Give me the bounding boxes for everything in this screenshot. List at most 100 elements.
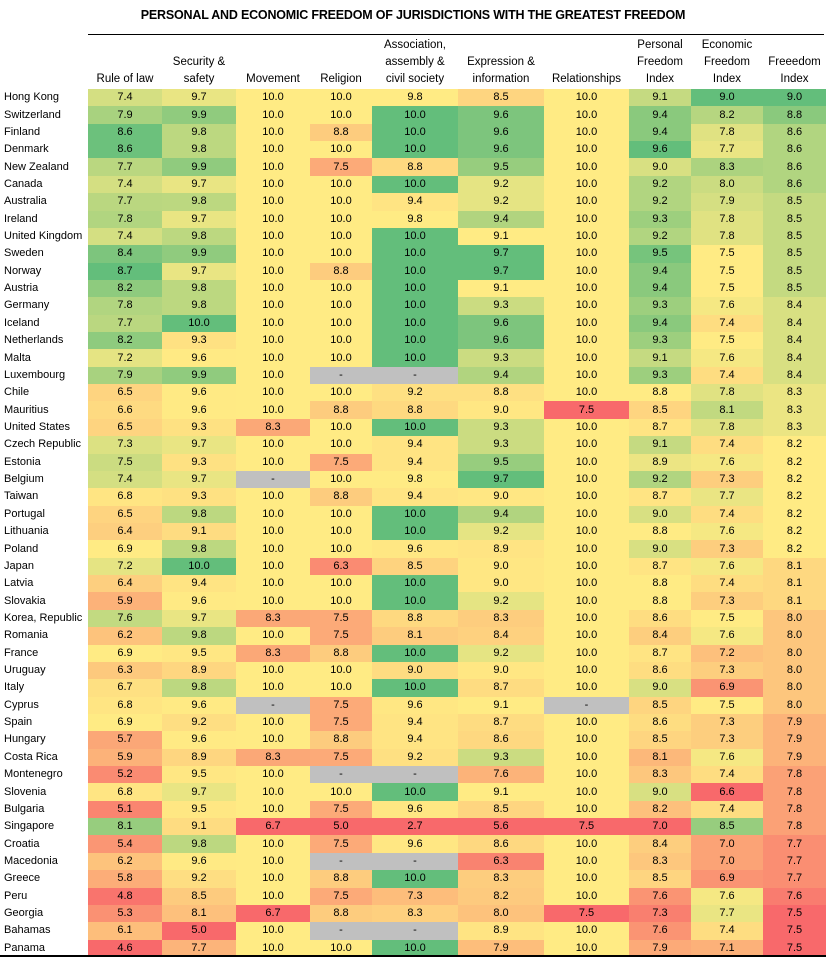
heatmap-cell: 10.0 [310, 540, 372, 558]
heatmap-cell: 9.6 [162, 384, 236, 402]
heatmap-cell: 8.3 [236, 418, 310, 437]
heatmap-cell: 7.5 [310, 800, 372, 819]
heatmap-cell: 8.5 [763, 227, 826, 246]
heatmap-cell: 9.0 [458, 401, 544, 419]
heatmap-cell: 7.6 [88, 609, 162, 628]
table-row: Luxembourg 7.9 9.9 10.0- -9.4 10.0 9.3 7.4 8.4 [0, 366, 826, 385]
heatmap-cell: 7.7 [691, 904, 763, 923]
heatmap-cell: 6.4 [88, 575, 162, 593]
heatmap-cell: 6.6 [88, 401, 162, 419]
heatmap-cell: 9.7 [162, 436, 236, 454]
heatmap-cell: 8.1 [763, 557, 826, 576]
heatmap-cell: 7.5 [691, 696, 763, 714]
heatmap-cell: 10.0 [236, 939, 310, 957]
heatmap-cell: 7.5 [310, 627, 372, 645]
heatmap-cell: 8.6 [458, 835, 544, 853]
heatmap-cell: 10.0 [310, 783, 372, 801]
heatmap-cell: 8.9 [629, 453, 691, 471]
heatmap-cell: 7.4 [691, 575, 763, 593]
heatmap-cell: 10.0 [544, 870, 629, 888]
heatmap-cell: 10.0 [310, 175, 372, 194]
heatmap-cell: 10.0 [236, 262, 310, 280]
heatmap-cell: 9.9 [162, 366, 236, 385]
heatmap-cell: 8.8 [629, 522, 691, 541]
heatmap-cell: 10.0 [310, 89, 372, 107]
heatmap-cell: 9.6 [372, 696, 458, 714]
heatmap-cell: 7.3 [691, 470, 763, 489]
heatmap-cell: 9.3 [629, 210, 691, 228]
heatmap-cell: 10.0 [544, 193, 629, 211]
heatmap-cell: - [236, 696, 310, 714]
heatmap-cell: 10.0 [544, 227, 629, 246]
heatmap-cell: 9.1 [162, 522, 236, 541]
heatmap-cell: 8.5 [691, 818, 763, 836]
heatmap-cell: - [236, 470, 310, 489]
heatmap-cell: 10.0 [544, 245, 629, 263]
heatmap-cell: 10.0 [544, 106, 629, 124]
heatmap-cell: 9.6 [458, 106, 544, 124]
heatmap-cell: 8.4 [763, 314, 826, 333]
table-row: Taiwan 6.8 9.3 10.0 8.8 9.4 9.0 10.0 8.7 7.7 8.2 [0, 488, 826, 506]
heatmap-cell: 10.0 [544, 939, 629, 957]
country-name: Greece [0, 870, 88, 888]
heatmap-cell: 9.0 [629, 158, 691, 176]
heatmap-cell: 10.0 [544, 661, 629, 680]
column-header-expression: Expression & information [467, 56, 535, 85]
heatmap-cell: 10.0 [310, 939, 372, 957]
heatmap-cell: 9.0 [691, 89, 763, 107]
heatmap-cell: 8.8 [629, 384, 691, 402]
heatmap-cell: 10.0 [236, 297, 310, 315]
table-row: Slovenia 6.8 9.7 10.0 10.0 10.0 9.1 10.0 9.0 6.6 7… [0, 783, 826, 801]
table-row: Spain 6.9 9.2 10.0 7.5 9.4 8.7 10.0 8.6 7.3 7.9 [0, 713, 826, 732]
heatmap-cell: 6.9 [88, 644, 162, 662]
country-name: Romania [0, 627, 88, 645]
column-header-rule-of-law: Rule of law [96, 73, 154, 85]
table-row: Macedonia 6.2 9.6 10.0- -6.3 10.0 8.3 7.0 7.7 [0, 852, 826, 871]
heatmap-cell: 10.0 [310, 245, 372, 263]
heatmap-cell: 10.0 [372, 870, 458, 888]
heatmap-cell: 6.8 [88, 696, 162, 714]
column-header-religion: Religion [320, 73, 362, 85]
heatmap-cell: 10.0 [372, 314, 458, 333]
heatmap-cell: 10.0 [544, 470, 629, 489]
heatmap-cell: 9.8 [162, 141, 236, 159]
heatmap-cell: 9.6 [162, 349, 236, 367]
table-row: Malta 7.2 9.6 10.0 10.0 10.0 9.3 10.0 9.1 7.6 8.4 [0, 349, 826, 367]
table-row: Hungary 5.7 9.6 10.0 8.8 9.4 8.6 10.0 8.5 7.3 7.9 [0, 731, 826, 749]
heatmap-cell: 7.3 [691, 713, 763, 732]
country-name: France [0, 644, 88, 662]
heatmap-cell: 9.3 [629, 366, 691, 385]
heatmap-cell: 10.0 [372, 245, 458, 263]
heatmap-cell: 8.6 [763, 175, 826, 194]
heatmap-cell: 9.8 [162, 679, 236, 697]
heatmap-cell: 8.2 [763, 522, 826, 541]
heatmap-cell: 10.0 [310, 297, 372, 315]
heatmap-cell: 6.8 [88, 488, 162, 506]
heatmap-cell: 9.4 [458, 366, 544, 385]
country-name: Korea, Republic [0, 609, 88, 628]
heatmap-cell: 10.0 [544, 297, 629, 315]
heatmap-cell: - [372, 922, 458, 940]
heatmap-cell: 8.3 [763, 384, 826, 402]
heatmap-cell: 7.6 [458, 766, 544, 784]
country-name: Latvia [0, 575, 88, 593]
heatmap-cell: 7.6 [691, 522, 763, 541]
heatmap-cell: 10.0 [372, 939, 458, 957]
heatmap-cell: 10.0 [372, 332, 458, 350]
heatmap-cell: 7.6 [691, 748, 763, 767]
heatmap-cell: 10.0 [236, 436, 310, 454]
column-header-economic-freedom-index: Economic Freedom Index [701, 39, 753, 85]
heatmap-cell: 10.0 [310, 141, 372, 159]
heatmap-cell: 8.2 [88, 332, 162, 350]
table-row: Mauritius 6.6 9.6 10.0 8.8 8.8 9.0 7.5 8.5 8.1 8.3 [0, 401, 826, 419]
table-row: Greece 5.8 9.2 10.0 8.8 10.0 8.3 10.0 8.5 6.9 7.7 [0, 870, 826, 888]
heatmap-cell: 10.0 [544, 800, 629, 819]
heatmap-cell: 10.0 [544, 887, 629, 905]
country-name: Australia [0, 193, 88, 211]
freedom-heatmap-table: Rule of law Security & safety Movement Re… [0, 36, 826, 957]
heatmap-cell: 8.9 [162, 748, 236, 767]
heatmap-cell: 9.2 [372, 748, 458, 767]
heatmap-cell: 7.5 [691, 262, 763, 280]
heatmap-cell: 8.3 [458, 870, 544, 888]
heatmap-cell: 9.3 [162, 488, 236, 506]
